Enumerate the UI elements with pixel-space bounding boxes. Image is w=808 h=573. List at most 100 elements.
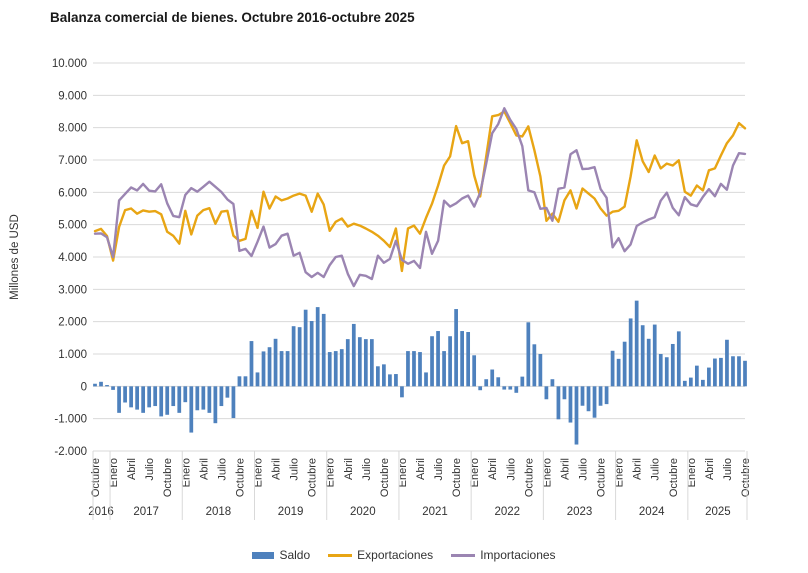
legend-item-saldo: Saldo bbox=[252, 548, 310, 562]
x-tick-label: Enero bbox=[397, 458, 409, 487]
year-label: 2018 bbox=[206, 506, 232, 518]
y-tick-label: 2.000 bbox=[58, 317, 87, 329]
saldo-bar bbox=[466, 332, 471, 387]
saldo-bar bbox=[556, 386, 561, 420]
saldo-bar bbox=[682, 380, 687, 387]
saldo-bar bbox=[701, 379, 705, 387]
x-tick-label: Octubre bbox=[162, 458, 174, 497]
x-tick-label: Abril bbox=[271, 458, 283, 480]
y-tick-label: 0 bbox=[81, 381, 87, 393]
saldo-bar bbox=[291, 326, 296, 387]
saldo-bar bbox=[111, 386, 115, 390]
saldo-bar bbox=[363, 339, 368, 387]
saldo-bar bbox=[478, 386, 483, 391]
x-tick-label: Octubre bbox=[523, 458, 535, 497]
saldo-bar bbox=[580, 386, 585, 406]
saldo-bar bbox=[99, 381, 103, 387]
x-tick-label: Abril bbox=[487, 458, 499, 480]
x-tick-label: Octubre bbox=[668, 458, 680, 497]
saldo-bar bbox=[213, 386, 218, 424]
importaciones-swatch-icon bbox=[451, 553, 476, 557]
year-label: 2024 bbox=[639, 506, 665, 518]
y-tick-label: 8.000 bbox=[58, 123, 87, 135]
x-tick-label: Abril bbox=[198, 458, 210, 480]
saldo-bar bbox=[412, 351, 416, 387]
saldo-bar bbox=[538, 354, 543, 387]
saldo-bar bbox=[315, 307, 320, 387]
y-tick-label: -1.000 bbox=[54, 414, 87, 426]
saldo-bar bbox=[93, 383, 97, 387]
x-tick-label: Julio bbox=[289, 458, 301, 481]
x-tick-label: Abril bbox=[559, 458, 571, 480]
saldo-bar bbox=[743, 360, 747, 387]
saldo-bar bbox=[279, 351, 284, 387]
x-tick-label: Julio bbox=[650, 458, 662, 481]
saldo-bar bbox=[400, 386, 404, 398]
x-tick-label: Octubre bbox=[451, 458, 463, 497]
saldo-bar bbox=[448, 336, 452, 387]
saldo-bar bbox=[177, 386, 182, 413]
y-tick-label: 7.000 bbox=[58, 155, 87, 167]
saldo-bar bbox=[219, 386, 224, 407]
saldo-bar bbox=[249, 341, 254, 387]
saldo-bar bbox=[255, 372, 260, 387]
trade-balance-chart: 10.000 9.000 8.000 7.000 6.000 5.000 4.000 3.00… bbox=[9, 58, 752, 520]
saldo-bar bbox=[586, 386, 591, 412]
x-tick-label: Enero bbox=[108, 458, 120, 487]
saldo-bar bbox=[604, 386, 609, 405]
saldo-bar bbox=[159, 386, 164, 417]
saldo-bar bbox=[123, 386, 127, 403]
saldo-bar bbox=[394, 374, 398, 387]
saldo-bar bbox=[562, 386, 567, 400]
y-tick-label: 9.000 bbox=[58, 90, 87, 102]
saldo-bar bbox=[460, 331, 464, 387]
y-tick-label: 10.000 bbox=[52, 58, 87, 70]
x-tick-label: Enero bbox=[180, 458, 192, 487]
saldo-bar bbox=[351, 323, 356, 387]
saldo-bar bbox=[430, 336, 434, 387]
x-tick-label: Julio bbox=[433, 458, 445, 481]
saldo-bar bbox=[568, 386, 573, 423]
y-tick-label: 6.000 bbox=[58, 187, 87, 199]
saldo-bar bbox=[592, 386, 597, 418]
saldo-swatch-icon bbox=[252, 551, 275, 559]
x-tick-label: Enero bbox=[325, 458, 337, 487]
saldo-bar bbox=[201, 386, 206, 410]
saldo-bar bbox=[195, 386, 200, 411]
saldo-bar bbox=[165, 386, 170, 415]
saldo-bar bbox=[436, 331, 440, 387]
x-tick-label: Julio bbox=[722, 458, 734, 481]
y-tick-label: 4.000 bbox=[58, 252, 87, 264]
saldo-bar bbox=[225, 386, 230, 398]
saldo-bar bbox=[321, 313, 326, 387]
saldo-bar bbox=[309, 321, 314, 387]
saldo-bar bbox=[141, 386, 146, 413]
saldo-bar bbox=[664, 357, 669, 387]
saldo-bar bbox=[610, 350, 615, 387]
x-tick-label: Octubre bbox=[379, 458, 391, 497]
saldo-bar bbox=[376, 366, 380, 387]
y-tick-label: 1.000 bbox=[58, 349, 87, 361]
saldo-bar bbox=[153, 386, 158, 407]
saldo-bar bbox=[454, 309, 458, 387]
legend-label-saldo: Saldo bbox=[279, 548, 311, 562]
saldo-bar bbox=[357, 337, 362, 387]
saldo-bar bbox=[598, 386, 603, 406]
saldo-bar bbox=[267, 347, 272, 387]
saldo-bar bbox=[737, 356, 741, 387]
x-tick-label: Octubre bbox=[740, 458, 752, 497]
saldo-bar bbox=[147, 386, 152, 408]
saldo-bar bbox=[243, 376, 248, 387]
saldo-bar bbox=[189, 386, 194, 433]
saldo-bar bbox=[658, 354, 663, 387]
x-tick-label: Octubre bbox=[234, 458, 246, 497]
saldo-bar bbox=[339, 349, 344, 387]
saldo-bar bbox=[688, 377, 693, 387]
saldo-bar bbox=[652, 324, 657, 387]
saldo-bar bbox=[646, 338, 651, 387]
saldo-bar bbox=[532, 344, 537, 387]
saldo-bar bbox=[628, 318, 633, 387]
legend: Saldo Exportaciones Importaciones bbox=[0, 548, 808, 562]
saldo-bar bbox=[171, 386, 176, 407]
saldo-bar bbox=[526, 322, 531, 387]
